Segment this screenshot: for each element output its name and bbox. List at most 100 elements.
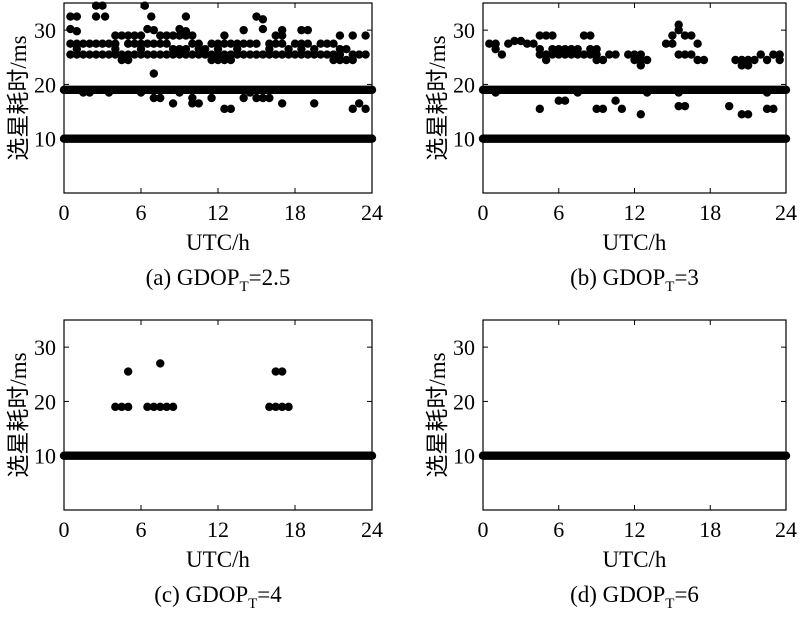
data-point	[258, 50, 268, 59]
data-point	[98, 39, 107, 48]
data-point	[149, 93, 159, 103]
data-point	[579, 50, 589, 59]
data-point	[284, 50, 293, 59]
data-point	[554, 96, 563, 105]
data-point	[136, 31, 146, 40]
data-point	[743, 61, 753, 70]
data-point	[271, 367, 280, 376]
data-point	[750, 55, 759, 65]
data-point	[123, 31, 133, 40]
data-point	[674, 25, 683, 35]
data-point	[233, 50, 242, 59]
data-point	[668, 31, 677, 40]
data-point	[162, 39, 171, 48]
data-point	[541, 55, 551, 65]
x-tick-label: 6	[553, 517, 564, 542]
data-point	[130, 50, 139, 59]
data-point	[535, 104, 545, 114]
data-point	[239, 93, 248, 103]
data-point	[188, 39, 197, 48]
data-point	[303, 39, 313, 48]
y-axis-label: 选星耗时/ms	[6, 35, 31, 160]
data-point	[522, 39, 532, 48]
data-point	[245, 39, 255, 48]
data-point	[265, 402, 274, 412]
x-tick-label: 18	[699, 200, 721, 225]
data-point	[310, 50, 319, 59]
chart-panel-b: 0 6 12 18 24 10 20 30 UTC/h 选星耗时/ms (b) GDOPT=3	[425, 2, 797, 295]
data-point	[66, 24, 75, 34]
data-point	[111, 402, 120, 412]
x-axis-label: UTC/h	[603, 547, 667, 572]
data-point	[674, 101, 683, 111]
x-axis-label: UTC/h	[603, 230, 667, 255]
data-point	[769, 104, 778, 114]
data-point	[85, 88, 94, 97]
x-tick-label: 6	[136, 200, 147, 225]
data-point	[775, 55, 784, 65]
x-tick-label: 12	[207, 200, 229, 225]
x-tick-label: 0	[478, 200, 489, 225]
data-point	[592, 55, 601, 65]
y-tick-label: 30	[34, 335, 56, 360]
data-point	[335, 55, 345, 65]
y-tick-label: 10	[453, 127, 475, 152]
y-tick-label: 10	[34, 127, 56, 152]
data-point	[245, 50, 255, 59]
data-point	[181, 50, 191, 59]
data-point	[168, 402, 178, 412]
data-point	[226, 55, 236, 65]
data-point	[529, 39, 538, 48]
data-point	[130, 39, 139, 48]
data-point	[322, 39, 332, 48]
data-point	[175, 50, 184, 59]
data-point	[194, 50, 203, 59]
data-point	[271, 39, 280, 48]
data-point	[693, 55, 702, 65]
data-point	[316, 39, 325, 48]
caption-suffix: =6	[674, 582, 698, 607]
panel-caption: (b) GDOPT=3	[570, 265, 699, 295]
x-tick-label: 24	[361, 517, 383, 542]
data-point	[207, 93, 216, 103]
data-point	[98, 1, 107, 10]
data-point	[175, 24, 184, 34]
data-point	[611, 96, 620, 105]
data-point	[361, 50, 370, 59]
data-point	[147, 12, 156, 21]
data-point	[252, 50, 261, 59]
data-point	[687, 31, 696, 40]
plot-frame	[63, 2, 373, 194]
y-axis-label: 选星耗时/ms	[425, 35, 450, 160]
caption-prefix: (c) GDOP	[154, 582, 248, 607]
x-tick-label: 0	[478, 517, 489, 542]
data-point	[175, 31, 184, 40]
data-point	[226, 39, 236, 48]
data-point	[258, 93, 268, 103]
data-point	[567, 50, 576, 59]
data-point	[541, 31, 551, 40]
caption-subscript: T	[665, 596, 674, 612]
data-point	[79, 88, 88, 97]
data-point	[348, 55, 357, 65]
x-tick-label: 12	[207, 517, 229, 542]
data-point	[239, 50, 248, 59]
data-point	[271, 50, 280, 59]
x-tick-label: 18	[699, 517, 721, 542]
data-point	[342, 55, 351, 65]
data-point	[297, 50, 306, 59]
plot-frame	[482, 319, 787, 511]
y-tick-label: 30	[453, 335, 475, 360]
data-point	[693, 39, 702, 48]
data-point	[271, 402, 280, 412]
data-point	[258, 15, 268, 24]
plot-frame	[482, 2, 787, 194]
data-point	[642, 55, 652, 65]
data-point	[149, 25, 159, 35]
caption-suffix: =2.5	[249, 265, 291, 290]
data-point	[510, 36, 519, 46]
data-point	[680, 31, 690, 40]
panel-caption: (d) GDOPT=6	[570, 582, 699, 612]
x-tick-label: 6	[136, 517, 147, 542]
data-point	[737, 61, 747, 70]
